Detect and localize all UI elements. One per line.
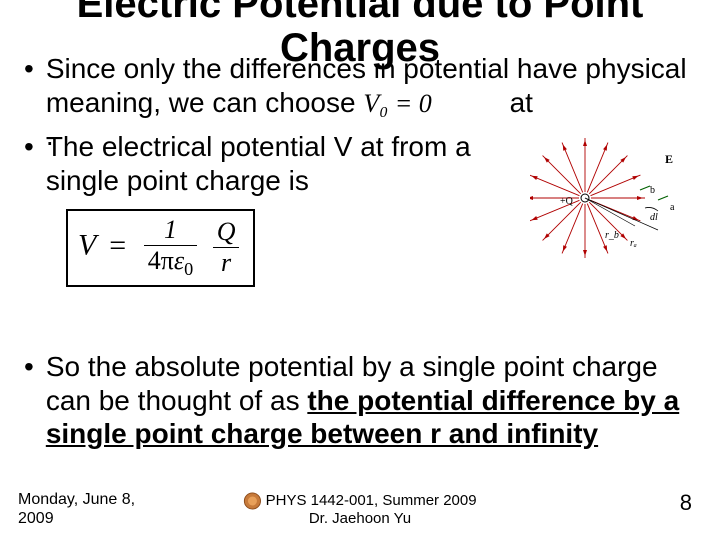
footer-date-l2: 2009 xyxy=(18,510,54,527)
eq-frac1: 1 4πε0 xyxy=(144,217,197,278)
ut-logo-icon xyxy=(243,492,261,510)
bullet-2-text: The electrical potential V at from a sin… xyxy=(46,130,520,197)
tick-a xyxy=(658,196,668,200)
eq-lhs: V xyxy=(78,229,96,262)
bullet-mark-3: • xyxy=(24,350,34,384)
footer-date: Monday, June 8, 2009 xyxy=(18,490,135,528)
equation-box: V = 1 4πε0 Q r xyxy=(66,209,255,286)
b1-math: V₀ = 0 xyxy=(363,89,431,118)
footer-course-l2: Dr. Jaehoon Yu xyxy=(309,510,411,527)
rb-line xyxy=(585,198,635,226)
bullet-2-wrap: • The electrical potential V at from a s… xyxy=(24,130,520,303)
bullet-2: • The electrical potential V at from a s… xyxy=(24,130,520,197)
label-rb: r_b xyxy=(605,230,619,241)
eq-frac2-num: Q xyxy=(213,219,240,248)
eq-frac1-den: 4πε0 xyxy=(144,246,197,278)
eq-sign: = xyxy=(103,229,132,262)
footer-date-l1: Monday, June 8, xyxy=(18,491,135,508)
label-dl: dl xyxy=(650,212,658,223)
eq-frac2-den: r xyxy=(213,248,240,276)
tick-b xyxy=(640,186,650,190)
label-ra: rₐ xyxy=(630,238,637,249)
page-number: 8 xyxy=(680,490,692,516)
eq-frac2: Q r xyxy=(213,219,240,276)
eq-eps: ε xyxy=(174,246,184,275)
footer-course-l1: PHYS 1442-001, Summer 2009 xyxy=(266,492,477,509)
label-Q: +Q xyxy=(560,196,574,207)
b1-p2: at xyxy=(510,87,533,118)
eq-4pi: 4π xyxy=(148,246,174,275)
bullet-3-wrap: • So the absolute potential by a single … xyxy=(24,350,696,455)
eq-frac1-num: 1 xyxy=(144,217,197,246)
eq-eps-sub: 0 xyxy=(184,259,193,279)
bullet-mark-1: • xyxy=(24,52,34,86)
bullet-3: • So the absolute potential by a single … xyxy=(24,350,696,451)
label-E: E xyxy=(665,152,673,166)
field-diagram: +Q E b a dl rₐ r_b xyxy=(530,138,680,258)
title-line1: Electric Potential due to Point xyxy=(77,0,644,26)
label-b: b xyxy=(650,185,655,196)
bullet-mark-2: • xyxy=(24,130,34,164)
label-a: a xyxy=(670,202,675,213)
dl-arc xyxy=(645,207,658,211)
footer-course: PHYS 1442-001, Summer 2009 Dr. Jaehoon Y… xyxy=(243,492,476,528)
bullet-3-text: So the absolute potential by a single po… xyxy=(46,350,696,451)
